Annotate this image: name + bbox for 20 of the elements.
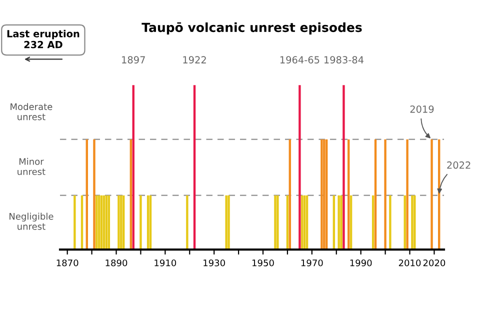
annotation: 1897 [122,56,145,64]
annotation: 2019 [410,105,434,113]
x-tick-label: 1910 [154,259,176,266]
annotation: 1983-84 [324,56,364,64]
x-tick-label: 1890 [106,259,128,266]
x-tick-label: 1990 [350,259,372,266]
x-tick-label: 1950 [252,259,274,266]
chart-title: Taupō volcanic unrest episodes [142,22,362,35]
x-tick-label: 2010 [398,259,421,266]
annotation: 2022 [447,161,470,169]
text: Negligible unrest [10,212,54,230]
x-tick-label: 1970 [301,259,323,266]
annotation: 1964-65 [280,56,320,64]
text: Moderate unrest [10,103,52,120]
x-tick-label: 1930 [204,259,225,266]
text: Minor unrest [18,158,46,176]
x-tick-label: 1870 [56,259,78,266]
annotation: 1922 [183,56,206,64]
x-tick-label: 2020 [423,259,446,266]
text: Last eruption 232 AD [7,30,80,48]
